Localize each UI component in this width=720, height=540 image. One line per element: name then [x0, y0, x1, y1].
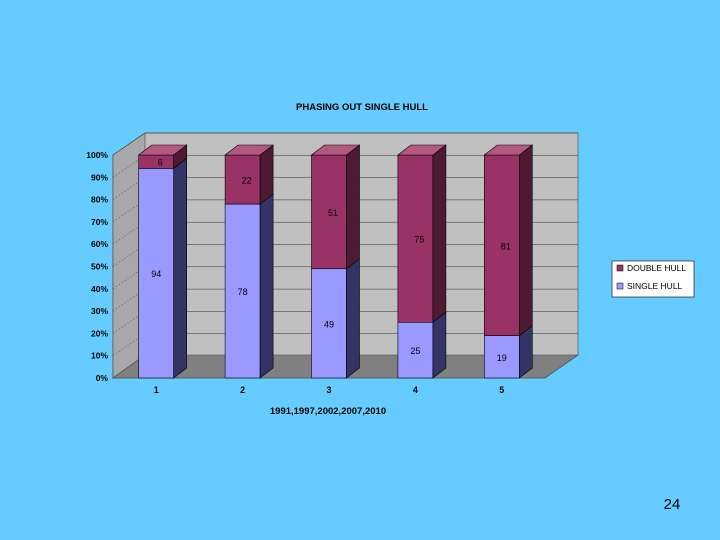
data-label-double-hull: 75 — [414, 235, 424, 245]
y-tick-label: 30% — [91, 306, 108, 316]
data-label-single-hull: 25 — [410, 346, 420, 356]
bar-stack — [483, 144, 534, 379]
y-tick-label: 70% — [91, 217, 108, 227]
bar-stack — [137, 144, 188, 379]
legend: DOUBLE HULL SINGLE HULL — [611, 260, 695, 298]
bar-single-hull-side — [432, 311, 447, 379]
y-tick-label: 20% — [91, 328, 108, 338]
bar-single-hull-side — [173, 157, 187, 379]
data-label-double-hull: 22 — [242, 176, 252, 186]
y-tick-label: 90% — [91, 172, 108, 182]
x-axis-title: 1991,1997,2002,2007,2010 — [270, 406, 386, 417]
y-tick-label: 80% — [91, 195, 108, 205]
bar-single-hull-side — [259, 193, 274, 379]
x-axis: 1 2 3 4 5 — [154, 385, 505, 395]
y-tick-label: 0% — [96, 373, 109, 383]
gridline-depth — [112, 132, 146, 156]
x-tick-label: 5 — [499, 385, 504, 395]
bar-single-hull-side — [346, 258, 360, 379]
bar-double-hull — [311, 154, 347, 270]
bar-top-face — [397, 144, 447, 156]
bar-double-hull-side — [432, 144, 447, 323]
bar-single-hull — [397, 321, 434, 379]
data-label-single-hull: 49 — [324, 319, 334, 329]
bar-double-hull-side — [518, 144, 533, 337]
bar-top-face — [483, 144, 534, 156]
bar-stack — [224, 144, 274, 379]
data-labels: 94 6 78 22 49 51 25 75 19 81 — [151, 158, 511, 363]
data-label-single-hull: 19 — [497, 353, 507, 363]
bars — [137, 144, 534, 379]
y-tick-label: 50% — [91, 262, 108, 272]
data-label-double-hull: 51 — [328, 208, 338, 218]
y-tick-label: 10% — [91, 351, 108, 361]
legend-label: SINGLE HULL — [627, 281, 683, 291]
legend-swatch — [616, 264, 624, 272]
x-tick-label: 3 — [326, 385, 331, 395]
page-number: 24 — [663, 496, 681, 513]
legend-box — [611, 260, 695, 298]
bar-top-face — [224, 144, 274, 156]
data-label-single-hull: 94 — [151, 269, 161, 279]
x-tick-label: 2 — [240, 385, 245, 395]
legend-swatch — [616, 282, 624, 290]
data-label-double-hull: 6 — [158, 158, 163, 168]
bar-stack — [310, 144, 361, 379]
bar-top-face — [310, 144, 361, 156]
y-tick-label: 60% — [91, 239, 108, 249]
bar-double-hull — [483, 154, 520, 336]
chart-title: PHASING OUT SINGLE HULL — [296, 102, 428, 113]
bar-top-face — [137, 144, 188, 156]
bar-double-hull — [138, 154, 174, 169]
x-tick-label: 4 — [413, 385, 418, 395]
y-tick-label: 40% — [91, 284, 108, 294]
bar-single-hull — [483, 335, 520, 379]
legend-label: DOUBLE HULL — [627, 263, 686, 273]
bar-single-hull — [138, 168, 174, 379]
bar-double-hull — [397, 154, 434, 323]
y-tick-label: 100% — [86, 150, 108, 160]
data-label-single-hull: 78 — [238, 287, 248, 297]
data-label-double-hull: 81 — [501, 241, 511, 251]
bar-double-hull-side — [346, 144, 360, 270]
x-tick-label: 1 — [154, 385, 159, 395]
bar-stack — [397, 144, 447, 379]
y-axis: 0% 10% 20% 30% 40% 50% 60% 70% 80% 90% 100% — [86, 150, 108, 383]
bar-single-hull — [224, 203, 261, 379]
